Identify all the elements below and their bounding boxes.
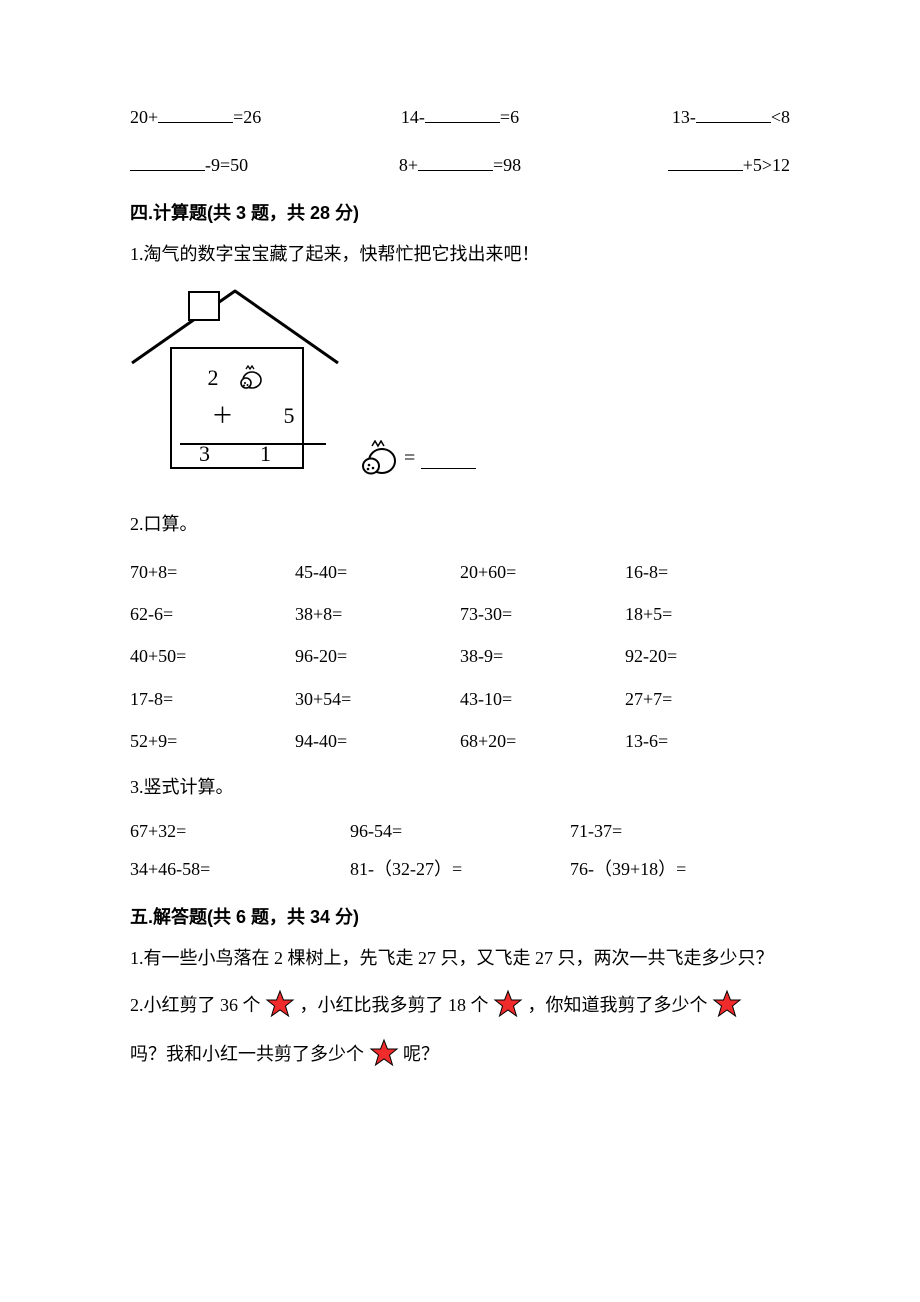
star-icon <box>369 1038 399 1083</box>
section-4-title: 四.计算题(共 3 题，共 28 分) <box>130 196 790 230</box>
math-cell: 16-8= <box>625 551 790 593</box>
q5-2-e: 呢？ <box>403 1044 439 1064</box>
vert-row-2: 34+46-58=81-（32-27）=76-（39+18）= <box>130 852 790 886</box>
house-br-num: 1 <box>260 433 271 475</box>
fill-row-2: -9=50 8+=98 +5>12 <box>130 148 790 182</box>
math-cell: 40+50= <box>130 635 295 677</box>
mental-math-grid: 70+8=45-40=20+60=16-8= 62-6=38+8=73-30=18… <box>130 551 790 762</box>
fruit-icon <box>237 365 263 391</box>
math-cell: 13-6= <box>625 720 790 762</box>
math-cell: 73-30= <box>460 593 625 635</box>
math-cell: 92-20= <box>625 635 790 677</box>
math-cell: 68+20= <box>460 720 625 762</box>
vert-row-1: 67+32=96-54=71-37= <box>130 814 790 848</box>
equals-text: = <box>404 439 415 477</box>
fill-row-1: 20+=26 14-=6 13-<8 <box>130 100 790 134</box>
vert-cell: 81-（32-27）= <box>350 852 570 886</box>
q4-1-text: 1.淘气的数字宝宝藏了起来，快帮忙把它找出来吧！ <box>130 237 790 271</box>
eq-6: +5>12 <box>570 148 790 182</box>
house-mid-num: 5 <box>284 395 295 437</box>
math-cell: 94-40= <box>295 720 460 762</box>
star-icon <box>265 989 295 1034</box>
eq-2: 14-=6 <box>350 100 570 134</box>
eq-1: 20+=26 <box>130 100 350 134</box>
house-bl-num: 3 <box>199 433 210 475</box>
math-cell: 20+60= <box>460 551 625 593</box>
q5-2-c: ，你知道我剪了多少个 <box>528 995 708 1015</box>
vert-cell: 96-54= <box>350 814 570 848</box>
vert-cell: 76-（39+18）= <box>570 852 790 886</box>
eq-5: 8+=98 <box>350 148 570 182</box>
star-icon <box>712 989 742 1034</box>
math-cell: 43-10= <box>460 678 625 720</box>
q4-2-text: 2.口算。 <box>130 507 790 541</box>
eq-4: -9=50 <box>130 148 350 182</box>
section-5-title: 五.解答题(共 6 题，共 34 分) <box>130 900 790 934</box>
math-cell: 52+9= <box>130 720 295 762</box>
math-cell: 38+8= <box>295 593 460 635</box>
vert-cell: 71-37= <box>570 814 790 848</box>
math-cell: 62-6= <box>130 593 295 635</box>
fruit-icon <box>358 440 398 476</box>
q5-2-b: ，小红比我多剪了 18 个 <box>300 995 489 1015</box>
eq-3: 13-<8 <box>570 100 790 134</box>
math-cell: 96-20= <box>295 635 460 677</box>
house-top-num: 2 <box>208 357 219 399</box>
q5-2-a: 2.小红剪了 36 个 <box>130 995 261 1015</box>
plus-sign: ＋ <box>211 395 233 437</box>
math-cell: 45-40= <box>295 551 460 593</box>
vert-cell: 67+32= <box>130 814 350 848</box>
star-icon <box>493 989 523 1034</box>
q4-3-text: 3.竖式计算。 <box>130 770 790 804</box>
q5-2: 2.小红剪了 36 个 ，小红比我多剪了 18 个 ，你知道我剪了多少个 吗？我… <box>130 985 790 1084</box>
house-figure: 2 ＋ 5 3 1 = <box>130 287 790 477</box>
vert-cell: 34+46-58= <box>130 852 350 886</box>
math-cell: 70+8= <box>130 551 295 593</box>
math-cell: 27+7= <box>625 678 790 720</box>
chimney-icon <box>188 291 220 321</box>
math-cell: 38-9= <box>460 635 625 677</box>
fruit-equals: = <box>358 439 476 477</box>
math-cell: 17-8= <box>130 678 295 720</box>
q5-1: 1.有一些小鸟落在 2 棵树上，先飞走 27 只，又飞走 27 只，两次一共飞走… <box>130 941 790 975</box>
house-numbers: 2 ＋ 5 3 1 <box>170 347 300 465</box>
q5-2-d: 吗？我和小红一共剪了多少个 <box>130 1044 364 1064</box>
math-cell: 18+5= <box>625 593 790 635</box>
math-cell: 30+54= <box>295 678 460 720</box>
